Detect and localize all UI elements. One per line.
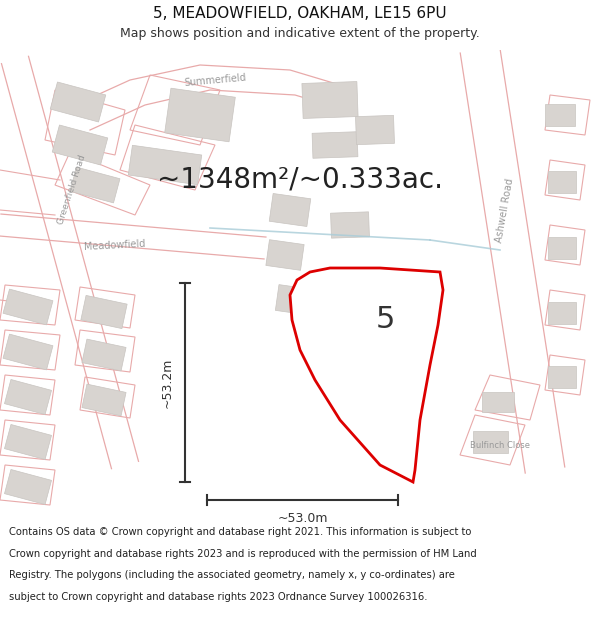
Text: Map shows position and indicative extent of the property.: Map shows position and indicative extent… xyxy=(120,26,480,39)
Text: 5, MEADOWFIELD, OAKHAM, LE15 6PU: 5, MEADOWFIELD, OAKHAM, LE15 6PU xyxy=(153,6,447,21)
Text: Bulfinch Close: Bulfinch Close xyxy=(470,441,530,449)
Text: Registry. The polygons (including the associated geometry, namely x, y co-ordina: Registry. The polygons (including the as… xyxy=(9,570,455,580)
Bar xyxy=(4,379,52,414)
Bar xyxy=(356,116,394,144)
Text: Ashwell Road: Ashwell Road xyxy=(494,177,515,243)
Bar xyxy=(302,81,358,119)
Text: ~1348m²/~0.333ac.: ~1348m²/~0.333ac. xyxy=(157,166,443,194)
Text: subject to Crown copyright and database rights 2023 Ordnance Survey 100026316.: subject to Crown copyright and database … xyxy=(9,592,427,602)
Bar xyxy=(4,424,52,459)
Text: Meadowfield: Meadowfield xyxy=(84,238,146,252)
Bar xyxy=(473,431,508,453)
Bar xyxy=(81,296,127,329)
Bar xyxy=(548,171,576,193)
Text: Greenfield Road: Greenfield Road xyxy=(56,154,88,226)
Bar xyxy=(312,132,358,158)
Bar xyxy=(128,145,202,185)
Bar xyxy=(52,125,108,165)
Text: ~53.0m: ~53.0m xyxy=(277,511,328,524)
Bar xyxy=(275,284,314,316)
Bar xyxy=(548,302,576,324)
Text: Contains OS data © Crown copyright and database right 2021. This information is : Contains OS data © Crown copyright and d… xyxy=(9,528,472,538)
Polygon shape xyxy=(290,268,443,482)
Bar xyxy=(331,212,370,238)
Text: Crown copyright and database rights 2023 and is reproduced with the permission o: Crown copyright and database rights 2023… xyxy=(9,549,477,559)
Bar xyxy=(545,104,575,126)
Bar xyxy=(548,366,576,388)
Bar xyxy=(548,237,576,259)
Text: 5: 5 xyxy=(376,306,395,334)
Bar xyxy=(82,384,126,416)
Bar xyxy=(164,88,235,142)
Bar xyxy=(3,289,53,325)
Bar xyxy=(269,194,311,226)
Bar xyxy=(50,82,106,122)
Bar xyxy=(4,469,52,504)
Bar xyxy=(482,392,514,412)
Text: Summerfield: Summerfield xyxy=(184,72,247,88)
Bar xyxy=(82,339,126,371)
Text: ~53.2m: ~53.2m xyxy=(161,357,173,408)
Bar xyxy=(266,240,304,270)
Bar xyxy=(3,334,53,370)
Bar xyxy=(70,167,120,203)
